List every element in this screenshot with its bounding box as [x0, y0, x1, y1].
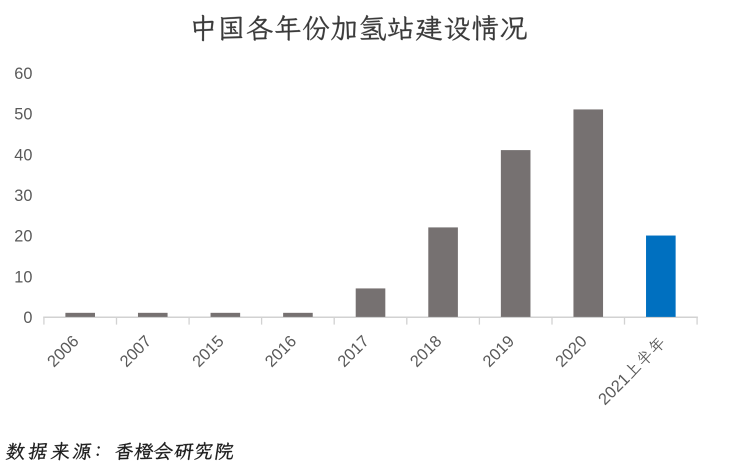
svg-text:30: 30: [14, 187, 32, 205]
svg-text:10: 10: [14, 268, 32, 286]
svg-text:60: 60: [14, 65, 32, 83]
svg-text:50: 50: [14, 106, 32, 124]
svg-text:20: 20: [14, 228, 32, 246]
svg-text:0: 0: [23, 309, 32, 327]
svg-text:40: 40: [14, 146, 32, 164]
